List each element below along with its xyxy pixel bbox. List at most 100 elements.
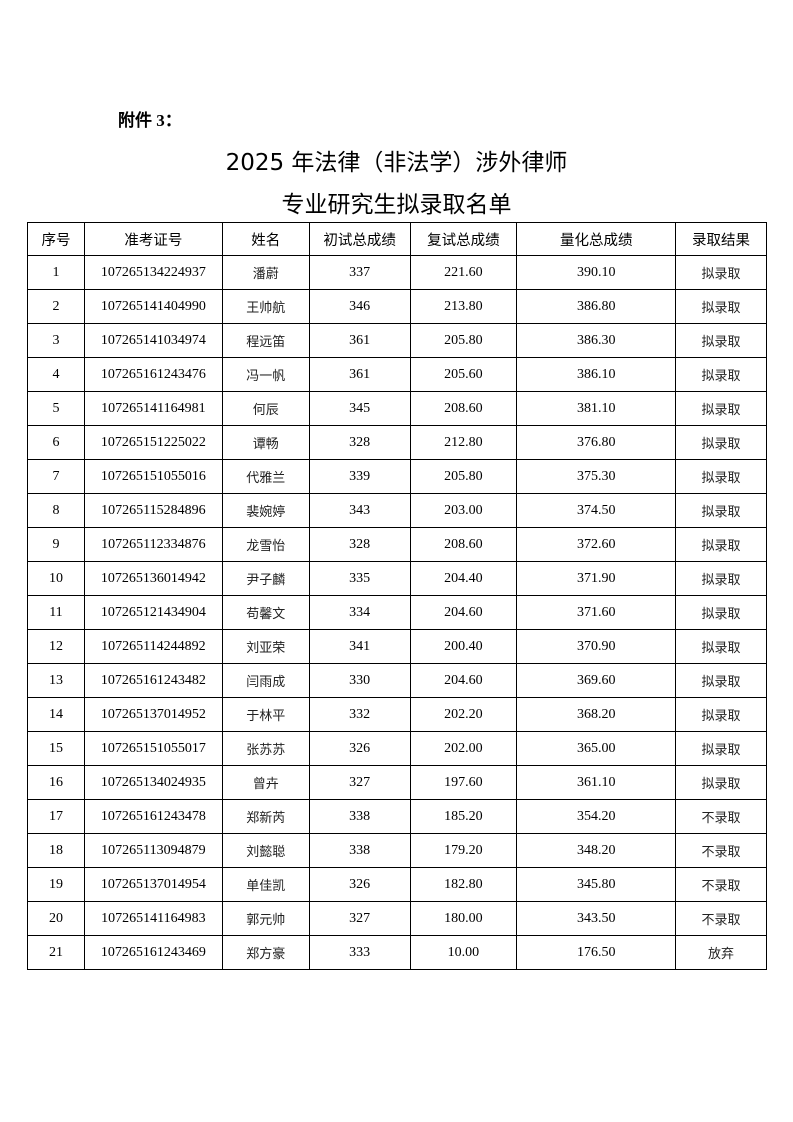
table-row: 20 107265141164983 郭元帅 327 180.00 343.50 不录取 — [27, 901, 767, 936]
cell-prelim-score: 337 — [308, 255, 411, 290]
cell-index: 3 — [27, 323, 85, 358]
table-row: 19 107265137014954 单佳凯 326 182.80 345.80 不录取 — [27, 867, 767, 902]
cell-result: 拟录取 — [675, 731, 767, 766]
table-row: 9 107265112334876 龙雪怡 328 208.60 372.60 拟录取 — [27, 527, 767, 562]
cell-name: 冯一帆 — [221, 357, 310, 392]
cell-result: 放弃 — [675, 935, 767, 970]
cell-prelim-score: 334 — [308, 595, 411, 630]
cell-index: 20 — [27, 901, 85, 936]
cell-name: 郑方豪 — [221, 935, 310, 970]
cell-name: 郑新芮 — [221, 799, 310, 834]
cell-prelim-score: 361 — [308, 323, 411, 358]
cell-exam-id: 107265161243482 — [83, 663, 223, 698]
cell-name: 程远笛 — [221, 323, 310, 358]
cell-exam-id: 107265115284896 — [83, 493, 223, 528]
cell-result: 不录取 — [675, 799, 767, 834]
cell-exam-id: 107265112334876 — [83, 527, 223, 562]
cell-total-score: 368.20 — [516, 697, 677, 732]
cell-index: 11 — [27, 595, 85, 630]
cell-total-score: 370.90 — [516, 629, 677, 664]
cell-retest-score: 205.60 — [409, 357, 518, 392]
cell-name: 单佳凯 — [221, 867, 310, 902]
cell-index: 4 — [27, 357, 85, 392]
cell-index: 16 — [27, 765, 85, 800]
table-row: 7 107265151055016 代雅兰 339 205.80 375.30 拟录取 — [27, 459, 767, 494]
cell-total-score: 386.80 — [516, 289, 677, 324]
cell-index: 10 — [27, 561, 85, 596]
cell-exam-id: 107265161243476 — [83, 357, 223, 392]
attachment-label: 附件 3： — [118, 111, 182, 130]
cell-result: 拟录取 — [675, 527, 767, 562]
table-row: 17 107265161243478 郑新芮 338 185.20 354.20 不录取 — [27, 799, 767, 834]
cell-name: 代雅兰 — [221, 459, 310, 494]
cell-prelim-score: 332 — [308, 697, 411, 732]
cell-exam-id: 107265134024935 — [83, 765, 223, 800]
cell-index: 12 — [27, 629, 85, 664]
cell-total-score: 348.20 — [516, 833, 677, 868]
table-row: 10 107265136014942 尹子麟 335 204.40 371.90 拟录取 — [27, 561, 767, 596]
cell-total-score: 361.10 — [516, 765, 677, 800]
cell-index: 21 — [27, 935, 85, 970]
cell-prelim-score: 328 — [308, 425, 411, 460]
cell-index: 5 — [27, 391, 85, 426]
cell-result: 拟录取 — [675, 357, 767, 392]
cell-exam-id: 107265141164981 — [83, 391, 223, 426]
cell-result: 不录取 — [675, 901, 767, 936]
cell-exam-id: 107265141164983 — [83, 901, 223, 936]
cell-index: 15 — [27, 731, 85, 766]
document-subtitle: 专业研究生拟录取名单 — [281, 192, 512, 218]
cell-prelim-score: 333 — [308, 935, 411, 970]
cell-prelim-score: 330 — [308, 663, 411, 698]
cell-exam-id: 107265141404990 — [83, 289, 223, 324]
cell-name: 王帅航 — [221, 289, 310, 324]
cell-result: 拟录取 — [675, 425, 767, 460]
cell-total-score: 354.20 — [516, 799, 677, 834]
cell-name: 郭元帅 — [221, 901, 310, 936]
cell-prelim-score: 327 — [308, 901, 411, 936]
cell-result: 拟录取 — [675, 697, 767, 732]
cell-result: 拟录取 — [675, 391, 767, 426]
cell-total-score: 381.10 — [516, 391, 677, 426]
cell-exam-id: 107265151225022 — [83, 425, 223, 460]
cell-retest-score: 202.00 — [409, 731, 518, 766]
cell-total-score: 345.80 — [516, 867, 677, 902]
cell-exam-id: 107265113094879 — [83, 833, 223, 868]
cell-index: 17 — [27, 799, 85, 834]
table-row: 16 107265134024935 曾卉 327 197.60 361.10 拟录取 — [27, 765, 767, 800]
cell-total-score: 371.60 — [516, 595, 677, 630]
header-col-retest-score: 复试总成绩 — [409, 222, 518, 256]
table-row: 4 107265161243476 冯一帆 361 205.60 386.10 拟录取 — [27, 357, 767, 392]
cell-retest-score: 179.20 — [409, 833, 518, 868]
cell-name: 刘懿聪 — [221, 833, 310, 868]
header-col-result: 录取结果 — [675, 222, 767, 256]
cell-exam-id: 107265141034974 — [83, 323, 223, 358]
cell-prelim-score: 346 — [308, 289, 411, 324]
table-row: 21 107265161243469 郑方豪 333 10.00 176.50 放弃 — [27, 935, 767, 970]
table-row: 11 107265121434904 苟馨文 334 204.60 371.60 拟录取 — [27, 595, 767, 630]
table-row: 2 107265141404990 王帅航 346 213.80 386.80 拟录取 — [27, 289, 767, 324]
cell-exam-id: 107265137014952 — [83, 697, 223, 732]
cell-result: 拟录取 — [675, 289, 767, 324]
cell-exam-id: 107265121434904 — [83, 595, 223, 630]
table-row: 14 107265137014952 于林平 332 202.20 368.20 拟录取 — [27, 697, 767, 732]
cell-result: 拟录取 — [675, 561, 767, 596]
table-row: 12 107265114244892 刘亚荣 341 200.40 370.90 拟录取 — [27, 629, 767, 664]
cell-retest-score: 10.00 — [409, 935, 518, 970]
cell-index: 14 — [27, 697, 85, 732]
cell-result: 拟录取 — [675, 663, 767, 698]
cell-prelim-score: 345 — [308, 391, 411, 426]
admission-table: 序号 准考证号 姓名 初试总成绩 复试总成绩 量化总成绩 录取结果 1 10726513422… — [27, 222, 767, 970]
cell-index: 9 — [27, 527, 85, 562]
cell-result: 拟录取 — [675, 629, 767, 664]
cell-name: 于林平 — [221, 697, 310, 732]
cell-result: 不录取 — [675, 867, 767, 902]
cell-exam-id: 107265161243478 — [83, 799, 223, 834]
cell-total-score: 372.60 — [516, 527, 677, 562]
cell-retest-score: 185.20 — [409, 799, 518, 834]
cell-prelim-score: 361 — [308, 357, 411, 392]
cell-retest-score: 221.60 — [409, 255, 518, 290]
cell-retest-score: 203.00 — [409, 493, 518, 528]
document-title: 2025 年法律（非法学）涉外律师 — [225, 150, 568, 176]
cell-prelim-score: 343 — [308, 493, 411, 528]
table-row: 6 107265151225022 谭畅 328 212.80 376.80 拟录取 — [27, 425, 767, 460]
